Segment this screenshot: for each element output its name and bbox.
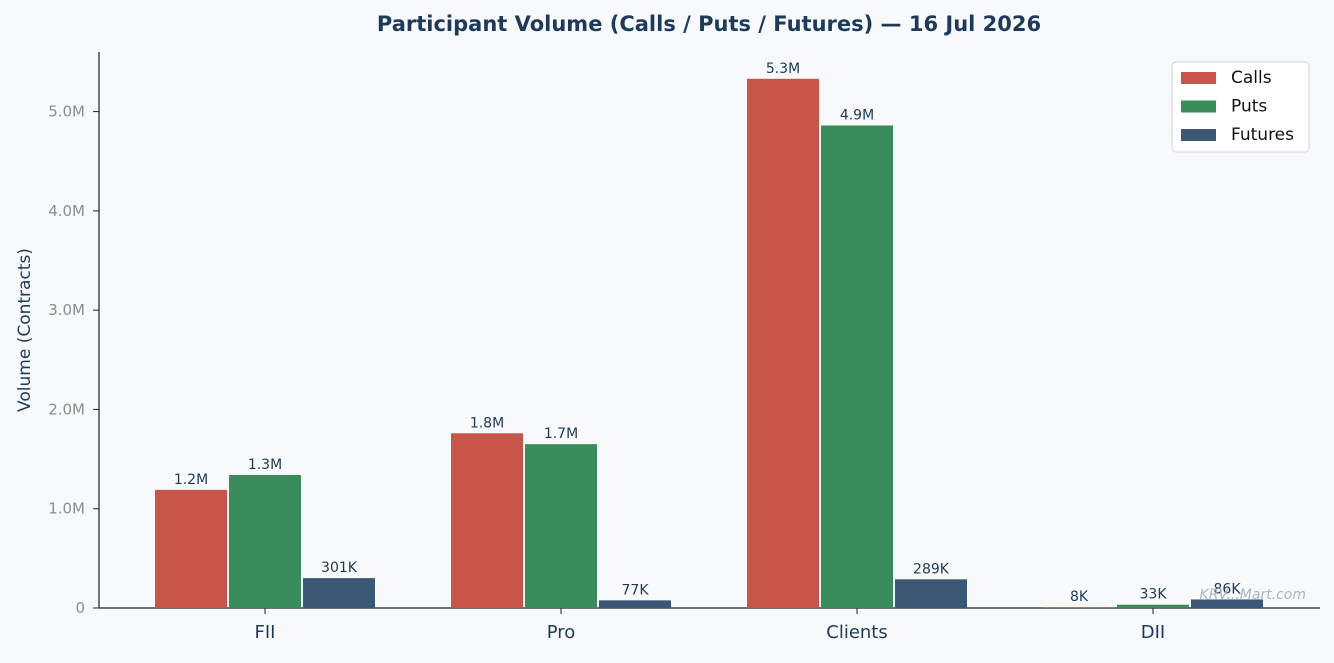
x-tick-label: FII bbox=[255, 622, 276, 643]
legend-label: Calls bbox=[1231, 68, 1272, 88]
bar-puts-clients bbox=[821, 125, 893, 608]
bar-puts-fii bbox=[229, 474, 301, 608]
data-label: 86K bbox=[1214, 581, 1242, 597]
legend-label: Futures bbox=[1231, 125, 1294, 145]
bar-puts-pro bbox=[525, 444, 597, 608]
data-label: 77K bbox=[622, 582, 650, 598]
y-tick-label: 4.0M bbox=[48, 202, 85, 220]
bar-puts-dii bbox=[1117, 604, 1189, 608]
legend-swatch bbox=[1181, 100, 1216, 113]
bar-calls-fii bbox=[155, 489, 227, 608]
watermark: KRV...Mart.com bbox=[1200, 587, 1306, 603]
legend-label: Puts bbox=[1231, 97, 1267, 117]
y-tick-label: 0 bbox=[75, 599, 85, 617]
bar-futures-dii bbox=[1191, 599, 1263, 608]
legend: Calls Puts Futures bbox=[1171, 61, 1310, 153]
y-axis-ticks: 0 1.0M 2.0M 3.0M 4.0M 5.0M bbox=[48, 103, 99, 617]
data-label: 1.3M bbox=[248, 457, 282, 473]
bar-calls-pro bbox=[451, 433, 523, 608]
bar-calls-clients bbox=[747, 78, 819, 609]
legend-swatch bbox=[1181, 129, 1216, 141]
bar-futures-clients bbox=[895, 579, 967, 608]
data-label: 4.9M bbox=[840, 107, 874, 123]
x-tick-label: Pro bbox=[547, 622, 576, 643]
y-tick-label: 5.0M bbox=[48, 103, 85, 121]
y-tick-label: 1.0M bbox=[48, 500, 85, 518]
bar-futures-pro bbox=[599, 600, 671, 608]
axes bbox=[98, 52, 1320, 609]
data-label: 5.3M bbox=[766, 61, 800, 77]
x-tick-label: DII bbox=[1141, 622, 1165, 643]
data-label: 1.8M bbox=[470, 415, 504, 431]
bars: 1.2M 1.3M 301K 1.8M 1.7M 77K 5.3M 4.9M 289K 8K 33K… bbox=[155, 61, 1263, 609]
y-axis-label: Volume (Contracts) bbox=[15, 248, 35, 412]
y-tick-label: 3.0M bbox=[48, 301, 85, 319]
data-label: 1.2M bbox=[174, 472, 208, 488]
bar-calls-dii bbox=[1043, 607, 1115, 608]
chart-title: Participant Volume (Calls / Puts / Futur… bbox=[377, 12, 1041, 36]
bar-futures-fii bbox=[303, 578, 375, 608]
data-label: 289K bbox=[913, 561, 950, 577]
data-label: 33K bbox=[1140, 587, 1168, 603]
data-label: 1.7M bbox=[544, 426, 578, 442]
x-axis-ticks: FII Pro Clients DII bbox=[255, 608, 1165, 643]
x-tick-label: Clients bbox=[826, 622, 888, 643]
legend-swatch bbox=[1181, 72, 1216, 84]
y-tick-label: 2.0M bbox=[48, 400, 85, 418]
data-label: 8K bbox=[1070, 589, 1089, 605]
data-label: 301K bbox=[321, 560, 358, 576]
